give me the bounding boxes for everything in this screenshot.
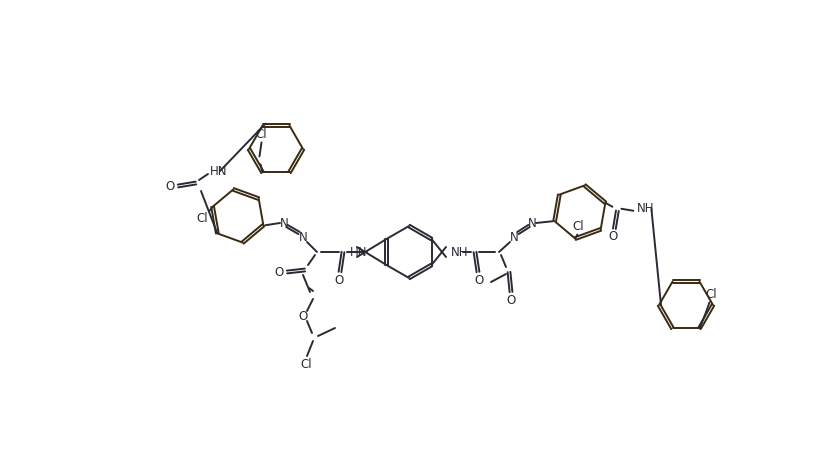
Text: NH: NH (637, 202, 655, 215)
Text: O: O (506, 293, 515, 306)
Text: Cl: Cl (256, 128, 267, 141)
Text: N: N (528, 217, 537, 230)
Text: Cl: Cl (706, 288, 717, 301)
Text: O: O (299, 310, 308, 323)
Text: Cl: Cl (300, 359, 312, 372)
Text: NH: NH (451, 246, 469, 259)
Text: Cl: Cl (573, 220, 584, 233)
Text: O: O (474, 273, 483, 286)
Text: N: N (299, 231, 308, 244)
Text: O: O (335, 273, 344, 286)
Text: Cl: Cl (197, 212, 209, 225)
Text: O: O (165, 179, 174, 193)
Text: O: O (274, 266, 284, 279)
Text: HN: HN (349, 246, 367, 259)
Text: N: N (510, 231, 519, 244)
Text: O: O (609, 230, 618, 243)
Text: N: N (280, 217, 289, 230)
Text: HN: HN (210, 165, 227, 178)
